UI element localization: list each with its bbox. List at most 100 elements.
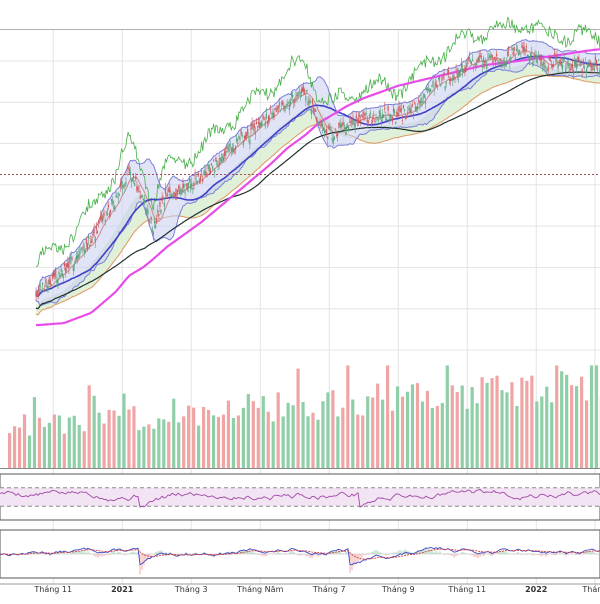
volume-bar [316,420,319,468]
candle-body [133,176,134,177]
volume-bar [142,427,145,468]
candle-body [239,138,240,139]
candle-body [400,111,401,112]
volume-bar [331,390,334,468]
candle-body [571,70,572,71]
candle-body [261,121,262,126]
volume-bar [217,417,220,468]
volume-bar [411,384,414,468]
volume-bar [570,385,573,468]
candle-body [125,182,126,184]
candle-body [551,66,552,67]
volume-bar [207,410,210,468]
candle-body [236,138,237,142]
candle-body [312,100,313,103]
volume-bar [252,401,255,468]
volume-bar [222,415,225,468]
candle-body [429,89,430,92]
candle-body [36,293,37,297]
volume-bar [436,406,439,468]
candle-body [272,113,273,118]
macd-panel [0,530,600,578]
candle-body [165,189,166,194]
candle-body [436,84,437,86]
candle-body [62,273,63,275]
candle-body [258,122,259,124]
candle-body [126,174,127,175]
candle-body [231,150,232,152]
candle-body [459,72,460,75]
candle-body [230,143,231,146]
candle-body [570,68,571,70]
volume-bar [132,406,135,468]
volume-bar [247,394,250,468]
candle-body [79,251,80,255]
candle-body [285,105,286,106]
candle-body [260,122,261,126]
candle-body [310,100,311,103]
volume-bar [585,400,588,468]
candle-body [338,123,339,125]
candle-body [160,210,161,214]
candle-body [466,63,467,67]
volume-bar [530,376,533,468]
candle-body [481,56,482,57]
candle-body [389,119,390,120]
volume-bar [227,401,230,468]
candle-body [313,108,314,111]
candle-body [190,184,191,189]
candle-body [487,58,488,59]
volume-bar [495,376,498,468]
volume-bar [500,390,503,468]
candle-body [196,181,197,182]
volume-bar [560,371,563,468]
candle-body [86,240,87,244]
candle-body [374,121,375,122]
candle-body [292,95,293,97]
candle-body [58,272,59,275]
x-tick-label: Tháng 9 [381,585,415,594]
volume-bar [381,400,384,468]
volume-bar [68,418,71,468]
candle-body [257,126,258,127]
candle-body [35,291,36,295]
candle-body [256,122,257,125]
candle-body [497,63,498,64]
volume-bar [127,410,130,468]
candle-body [404,109,405,111]
candle-body [174,192,175,194]
volume-bar [282,416,285,468]
candle-body [45,279,46,283]
candle-body [189,179,190,182]
volume-bar [237,415,240,468]
candle-body [228,148,229,152]
candle-body [155,225,156,228]
volume-bar [421,402,424,468]
candle-body [179,190,180,194]
candle-body [301,89,302,93]
candle-body [173,196,174,199]
candle-body [534,55,535,58]
volume-bar [296,369,299,468]
candle-body [345,128,346,129]
candle-body [123,185,124,186]
candle-body [375,117,376,118]
candle-body [185,193,186,194]
candle-body [500,59,501,62]
candle-body [428,89,429,91]
candle-body [88,236,89,239]
candle-body [177,190,178,193]
candle-body [209,165,210,169]
candle-body [114,208,115,209]
candle-body [427,89,428,90]
candle-body [507,51,508,56]
volume-bar [232,418,235,468]
candle-body [495,60,496,61]
candle-body [529,59,530,63]
candle-body [294,99,295,103]
candle-body [124,184,125,186]
candle-body [359,114,360,117]
candle-body [364,118,365,119]
candle-body [349,122,350,123]
